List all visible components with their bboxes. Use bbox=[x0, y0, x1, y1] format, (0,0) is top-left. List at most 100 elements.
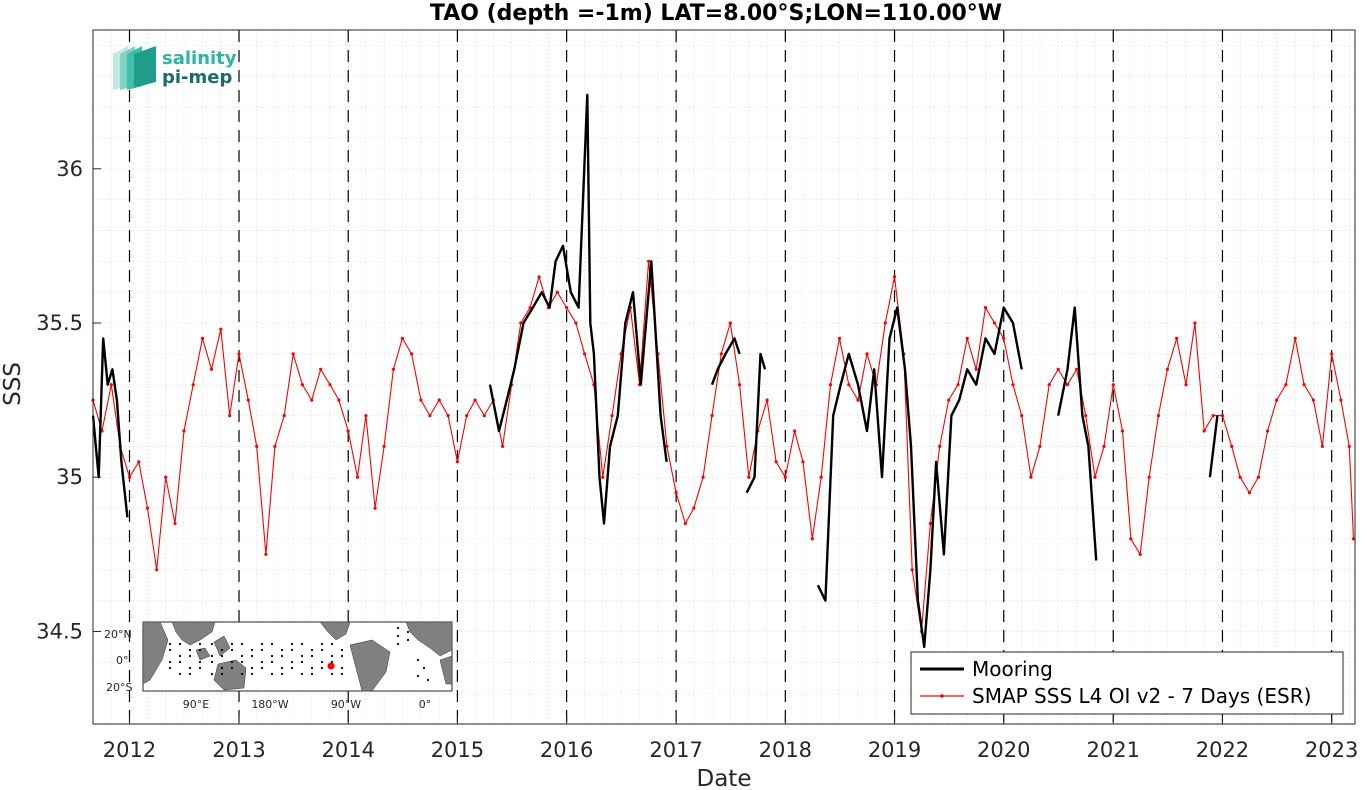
y-tick-label: 35.5 bbox=[36, 311, 83, 335]
station-dot bbox=[396, 642, 400, 646]
data-point-smap bbox=[765, 398, 769, 402]
data-point-smap bbox=[1120, 429, 1125, 433]
logo-line2: pi-mep bbox=[162, 67, 232, 88]
station-dot bbox=[270, 672, 274, 676]
station-dot bbox=[396, 634, 400, 638]
year-dashed-lines bbox=[128, 30, 1333, 724]
data-point-smap bbox=[337, 398, 341, 402]
data-point-smap bbox=[810, 537, 814, 541]
station-dot bbox=[240, 654, 244, 658]
data-point-smap bbox=[674, 491, 678, 495]
data-point-smap bbox=[565, 306, 569, 310]
data-point-smap bbox=[783, 475, 787, 479]
data-point-smap bbox=[1339, 398, 1343, 402]
data-point-smap bbox=[947, 398, 951, 402]
data-point-smap bbox=[883, 321, 887, 325]
x-tick-label: 2017 bbox=[649, 738, 702, 762]
data-point-smap bbox=[228, 414, 232, 418]
station-dot bbox=[280, 648, 284, 652]
data-point-smap bbox=[1129, 537, 1133, 541]
y-tick-label: 34.5 bbox=[36, 619, 83, 643]
series-line-mooring bbox=[745, 352, 767, 494]
station-dot bbox=[320, 648, 324, 652]
data-point-smap bbox=[437, 398, 441, 402]
station-dot bbox=[270, 660, 274, 664]
station-dot bbox=[178, 660, 182, 664]
data-point-smap bbox=[610, 414, 614, 418]
data-point-smap bbox=[182, 429, 186, 433]
inset-lat-label: 20°N bbox=[104, 628, 132, 641]
station-dot bbox=[210, 654, 214, 658]
station-dot bbox=[240, 660, 244, 664]
station-dot bbox=[280, 654, 284, 658]
data-point-smap bbox=[264, 552, 268, 557]
station-dot bbox=[406, 630, 410, 634]
station-dot bbox=[178, 672, 182, 676]
data-point-smap bbox=[1065, 383, 1070, 387]
x-tick-label: 2018 bbox=[759, 738, 812, 762]
station-dot bbox=[320, 666, 324, 670]
station-dot bbox=[198, 660, 202, 664]
data-point-smap bbox=[355, 475, 360, 479]
data-point-smap bbox=[1230, 444, 1234, 448]
series-line-mooring bbox=[488, 93, 668, 525]
data-point-smap bbox=[237, 352, 241, 356]
data-point-smap bbox=[164, 475, 168, 479]
data-point-smap bbox=[1238, 475, 1242, 479]
station-dot bbox=[416, 674, 420, 678]
data-point-smap bbox=[1247, 491, 1251, 495]
data-point-smap bbox=[473, 398, 477, 402]
data-point-smap bbox=[574, 321, 578, 325]
inset-lon-label: 180°W bbox=[251, 698, 288, 711]
x-tick-label: 2021 bbox=[1087, 738, 1140, 762]
data-point-smap bbox=[291, 352, 295, 356]
data-point-smap bbox=[1330, 352, 1334, 356]
data-point-smap bbox=[455, 460, 459, 464]
x-tick-label: 2012 bbox=[103, 738, 156, 762]
data-point-smap bbox=[1084, 414, 1088, 418]
station-dot bbox=[426, 678, 430, 682]
data-point-smap bbox=[482, 414, 486, 418]
legend-box bbox=[910, 651, 1344, 715]
inset-lon-label: 90°W bbox=[331, 698, 361, 711]
y-tick-label: 36 bbox=[56, 157, 83, 181]
data-point-smap bbox=[1029, 475, 1033, 479]
station-dot bbox=[340, 672, 344, 676]
x-tick-label: 2023 bbox=[1305, 738, 1358, 762]
data-point-smap bbox=[528, 306, 532, 310]
data-point-smap bbox=[683, 521, 688, 526]
data-point-smap bbox=[819, 475, 823, 479]
x-tick-label: 2016 bbox=[540, 738, 593, 762]
legend-label-mooring: Mooring bbox=[972, 657, 1053, 681]
data-point-smap bbox=[747, 475, 751, 479]
data-point-smap bbox=[1320, 444, 1324, 448]
station-dot bbox=[406, 638, 410, 642]
station-dot bbox=[300, 660, 304, 664]
data-point-smap bbox=[701, 475, 705, 479]
station-dot bbox=[240, 672, 244, 676]
data-point-smap bbox=[1075, 367, 1079, 371]
station-dot bbox=[188, 654, 192, 658]
data-point-smap bbox=[282, 414, 286, 418]
series-line-mooring bbox=[816, 306, 1023, 649]
data-point-smap bbox=[665, 444, 669, 448]
data-point-smap bbox=[519, 321, 523, 325]
data-point-smap bbox=[410, 352, 414, 356]
data-point-smap bbox=[892, 275, 897, 279]
pi-mep-logo: salinity pi-mep bbox=[113, 46, 237, 90]
station-dot bbox=[230, 648, 234, 652]
station-dot bbox=[198, 642, 202, 646]
data-point-smap bbox=[1220, 414, 1225, 418]
plot-frame bbox=[92, 29, 1356, 725]
station-dot bbox=[290, 648, 294, 652]
data-point-smap bbox=[1256, 475, 1260, 479]
data-point-smap bbox=[1002, 336, 1006, 340]
data-point-smap bbox=[1011, 383, 1015, 387]
station-dot bbox=[178, 642, 182, 646]
station-dot bbox=[178, 654, 182, 658]
station-dot bbox=[220, 648, 224, 652]
inset-stations bbox=[168, 626, 430, 682]
station-dot bbox=[290, 642, 294, 646]
x-tick-label: 2014 bbox=[321, 738, 374, 762]
data-point-smap bbox=[419, 398, 423, 402]
